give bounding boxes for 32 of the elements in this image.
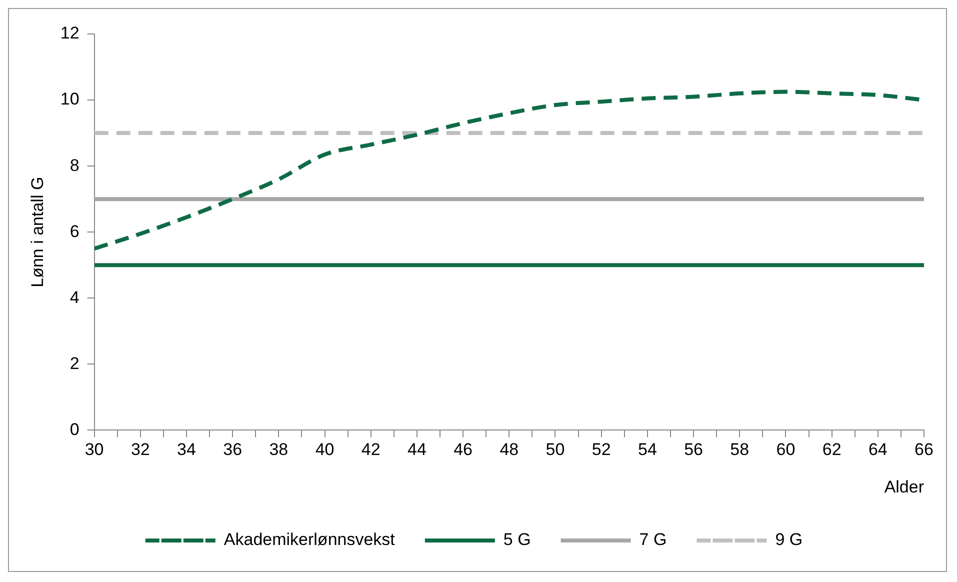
x-tick-label: 52 <box>592 440 611 460</box>
legend-label: 7 G <box>639 530 667 550</box>
y-tick-label: 0 <box>70 420 80 439</box>
x-tick-label: 32 <box>130 440 150 460</box>
x-tick-label: 30 <box>84 440 104 460</box>
y-tick-label: 10 <box>60 90 80 109</box>
x-tick-label: 44 <box>408 440 426 460</box>
legend-label: Akademikerlønnsvekst <box>224 530 396 550</box>
x-tick-label: 62 <box>822 440 842 460</box>
y-tick-label: 4 <box>70 288 80 307</box>
x-tick-label: 38 <box>269 440 288 460</box>
x-tick-label: 46 <box>454 440 473 460</box>
y-tick-label: 8 <box>70 156 80 175</box>
legend-label: 5 G <box>503 530 531 550</box>
x-tick-label: 64 <box>868 440 888 460</box>
y-tick-label: 2 <box>70 354 80 373</box>
x-tick-label: 36 <box>223 440 242 460</box>
y-tick-label: 12 <box>60 24 80 43</box>
x-tick-label: 48 <box>500 440 519 460</box>
x-tick-label: 42 <box>361 440 380 460</box>
x-tick-label: 66 <box>914 440 934 460</box>
x-tick-label: 56 <box>684 440 703 460</box>
x-tick-label: 34 <box>177 440 196 460</box>
x-axis-title: Alder <box>884 477 924 496</box>
legend-label: 9 G <box>775 530 803 550</box>
x-tick-label: 50 <box>546 440 565 460</box>
x-tick-label: 40 <box>315 440 334 460</box>
x-tick-label: 54 <box>638 440 657 460</box>
y-axis-title: Lønn i antall G <box>28 176 47 288</box>
x-tick-label: 58 <box>730 440 750 460</box>
y-tick-label: 6 <box>70 222 80 241</box>
x-tick-label: 60 <box>776 440 796 460</box>
